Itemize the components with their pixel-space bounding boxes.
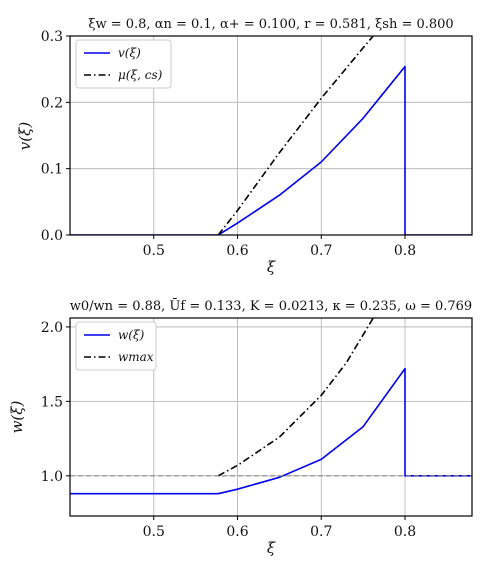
- legend-box-bottom: [75, 321, 157, 371]
- panel-bottom: 0.5 0.6 0.7 0.8 1.0 1.5 2.0 w0/wn = 0.88, Ūf =…: [8, 298, 473, 557]
- series-line-w: [70, 367, 472, 495]
- legend-label-mu: μ(ξ, cs): [118, 68, 163, 82]
- legend-bottom: w(ξ) wmax: [75, 321, 157, 371]
- y-axis-label-bottom: w(ξ): [8, 400, 26, 433]
- x-tick-label: 0.6: [226, 243, 248, 259]
- series-line-wmax: [217, 318, 374, 477]
- y-tick-label: 2.0: [41, 320, 63, 336]
- legend-label-wmax: wmax: [118, 350, 154, 364]
- x-tick-label: 0.7: [310, 243, 332, 259]
- series-line-v: [70, 65, 472, 235]
- y-tick-label: 1.5: [41, 394, 63, 410]
- y-tick-label: 0.3: [41, 29, 63, 45]
- y-axis-label-top: v(ξ): [16, 122, 34, 151]
- x-tick-label: 0.8: [394, 243, 416, 259]
- y-tick-label: 0.2: [41, 95, 63, 111]
- x-tick-label: 0.7: [310, 524, 332, 540]
- ticks-bottom: 0.5 0.6 0.7 0.8 1.0 1.5 2.0: [41, 320, 416, 540]
- ticks-top: 0.5 0.6 0.7 0.8 0.0 0.1 0.2 0.3: [41, 29, 416, 259]
- panel-top: 0.5 0.6 0.7 0.8 0.0 0.1 0.2 0.3 ξw = 0.8, αn = …: [16, 17, 473, 276]
- legend-label-w: w(ξ): [118, 328, 145, 342]
- y-tick-label: 0.0: [41, 228, 63, 244]
- chart-title-top: ξw = 0.8, αn = 0.1, α+ = 0.100, r = 0.58…: [88, 17, 453, 32]
- series-line-cs: [217, 36, 374, 235]
- legend-label-v: v(ξ): [118, 46, 141, 60]
- x-tick-label: 0.5: [143, 524, 165, 540]
- x-axis-label-bottom: ξ: [267, 539, 276, 557]
- legend-top: v(ξ) μ(ξ, cs): [75, 39, 172, 89]
- plot-frame-top: [69, 35, 473, 236]
- y-tick-label: 1.0: [41, 469, 63, 485]
- series-top: [70, 36, 472, 235]
- plot-frame-bottom: [69, 317, 473, 517]
- x-tick-label: 0.5: [143, 243, 165, 259]
- series-bottom: [70, 318, 472, 495]
- chart-title-bottom: w0/wn = 0.88, Ūf = 0.133, K = 0.0213, κ …: [70, 298, 472, 314]
- legend-box-top: [75, 39, 172, 89]
- x-tick-label: 0.8: [394, 524, 416, 540]
- x-axis-label-top: ξ: [267, 258, 276, 276]
- x-tick-label: 0.6: [226, 524, 248, 540]
- y-tick-label: 0.1: [41, 162, 63, 178]
